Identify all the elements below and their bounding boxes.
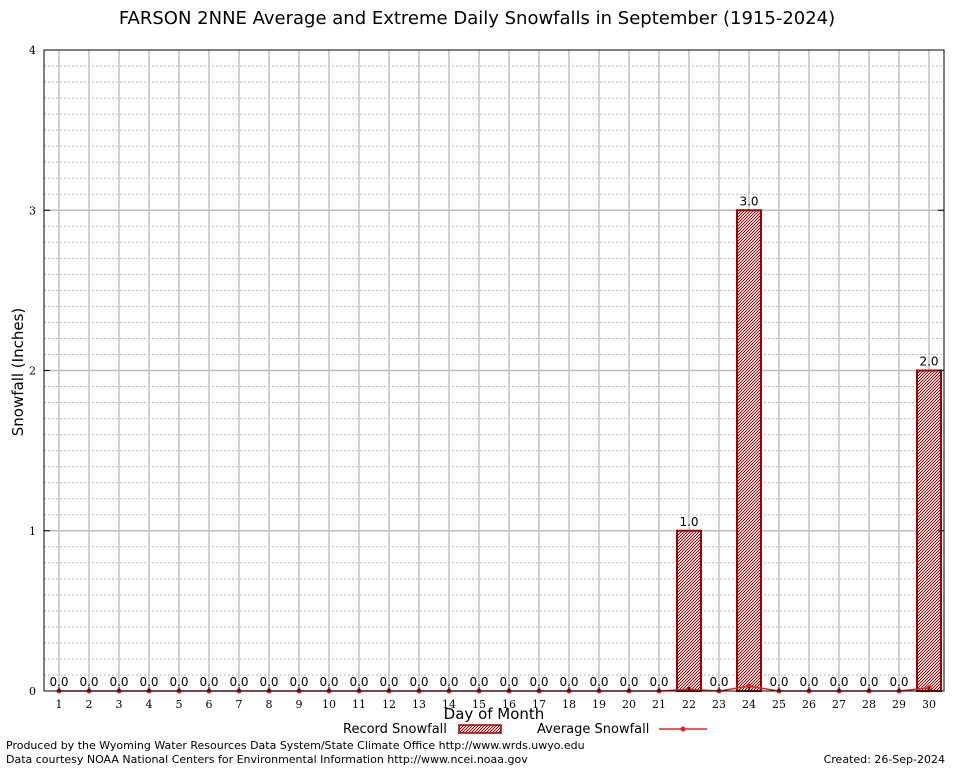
record-value-label: 0.0 (799, 675, 818, 689)
footer-created-date: Created: 26-Sep-2024 (823, 753, 945, 766)
record-value-label: 0.0 (559, 675, 578, 689)
record-value-label: 0.0 (79, 675, 98, 689)
record-value-label: 0.0 (319, 675, 338, 689)
plot-frame (43, 49, 945, 692)
record-value-label: 0.0 (469, 675, 488, 689)
footer-produced-text: Produced by the Wyoming Water Resources … (6, 739, 585, 752)
record-value-label: 0.0 (499, 675, 518, 689)
record-value-label: 1.0 (679, 515, 698, 529)
record-value-label: 0.0 (889, 675, 908, 689)
record-value-label: 0.0 (169, 675, 188, 689)
record-value-label: 0.0 (349, 675, 368, 689)
x-axis-label: Day of Month (443, 705, 545, 723)
record-bar (676, 529, 702, 692)
y-tick-label: 3 (29, 204, 36, 217)
x-tick-label: 19 (592, 698, 606, 711)
x-tick-label: 9 (296, 698, 303, 711)
x-tick-label: 12 (382, 698, 396, 711)
record-value-label: 0.0 (439, 675, 458, 689)
x-tick-label: 15 (472, 698, 486, 711)
record-value-label: 0.0 (379, 675, 398, 689)
record-value-label: 0.0 (829, 675, 848, 689)
x-tick-label: 21 (652, 698, 666, 711)
x-tick-label: 28 (862, 698, 876, 711)
x-tick-label: 8 (266, 698, 273, 711)
x-tick-label: 24 (742, 698, 756, 711)
y-axis-label: Snowfall (Inches) (9, 307, 27, 437)
record-value-label: 0.0 (109, 675, 128, 689)
x-tick-label: 23 (712, 698, 726, 711)
y-tick-label: 1 (29, 525, 36, 538)
x-tick-label: 26 (802, 698, 816, 711)
record-value-label: 2.0 (919, 355, 938, 369)
y-tick-label: 4 (29, 44, 36, 57)
y-tick-label: 2 (29, 365, 36, 378)
x-tick-label: 5 (176, 698, 183, 711)
x-tick-label: 18 (562, 698, 576, 711)
x-tick-label: 25 (772, 698, 786, 711)
x-tick-label: 13 (412, 698, 426, 711)
x-tick-label: 30 (922, 698, 936, 711)
record-value-label: 0.0 (529, 675, 548, 689)
legend-record-label: Record Snowfall (343, 722, 447, 737)
average-point (746, 683, 752, 689)
record-value-label: 0.0 (49, 675, 68, 689)
x-tick-label: 16 (502, 698, 516, 711)
record-value-label: 0.0 (139, 675, 158, 689)
x-tick-label: 7 (236, 698, 243, 711)
record-value-label: 0.0 (859, 675, 878, 689)
record-value-label: 0.0 (649, 675, 668, 689)
record-value-label: 3.0 (739, 194, 758, 208)
x-tick-label: 1 (56, 698, 63, 711)
record-value-label: 0.0 (589, 675, 608, 689)
x-tick-label: 10 (322, 698, 336, 711)
legend-record-swatch (458, 724, 502, 734)
y-tick-label: 0 (29, 685, 36, 698)
x-tick-label: 3 (116, 698, 123, 711)
record-value-label: 0.0 (709, 675, 728, 689)
x-tick-label: 11 (352, 698, 366, 711)
x-tick-label: 29 (892, 698, 906, 711)
x-tick-label: 27 (832, 698, 846, 711)
record-value-label: 0.0 (409, 675, 428, 689)
record-value-label: 0.0 (769, 675, 788, 689)
x-tick-label: 17 (532, 698, 546, 711)
x-tick-label: 20 (622, 698, 636, 711)
record-value-label: 0.0 (229, 675, 248, 689)
chart-title: FARSON 2NNE Average and Extreme Daily Sn… (118, 8, 836, 29)
x-tick-label: 22 (682, 698, 696, 711)
x-tick-label: 6 (206, 698, 213, 711)
legend-average-marker (680, 726, 686, 732)
footer-courtesy-text: Data courtesy NOAA National Centers for … (6, 753, 528, 766)
record-value-label: 0.0 (289, 675, 308, 689)
x-tick-label: 2 (86, 698, 93, 711)
record-bar (916, 369, 942, 692)
record-value-label: 0.0 (619, 675, 638, 689)
record-value-label: 0.0 (259, 675, 278, 689)
record-value-label: 0.0 (199, 675, 218, 689)
record-bar (736, 209, 762, 692)
x-tick-label: 4 (146, 698, 153, 711)
x-tick-label: 14 (442, 698, 456, 711)
legend-average-label: Average Snowfall (537, 722, 650, 737)
